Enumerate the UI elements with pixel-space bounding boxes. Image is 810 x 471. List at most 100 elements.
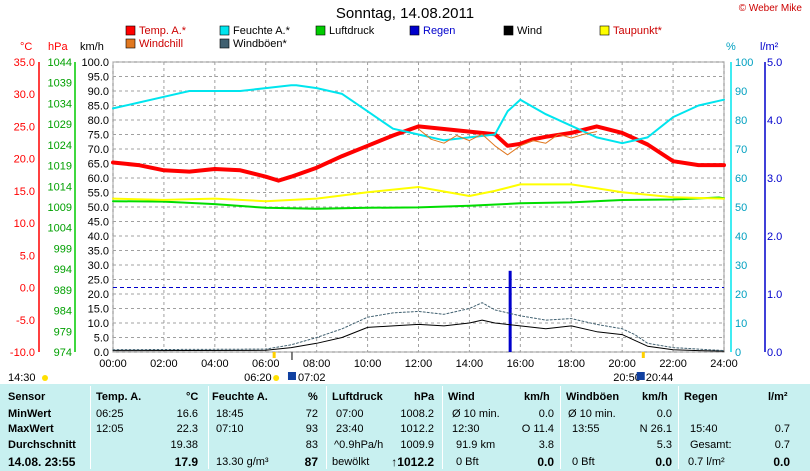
x-tick-label: 00:00 [99, 358, 127, 370]
legend-label: Feuchte A.* [233, 25, 291, 37]
sunrise-time: 06:20 [244, 372, 272, 384]
hpa-tick-label: 1024 [48, 140, 72, 152]
now-pres-value: ↑1012.2 [391, 455, 434, 469]
pct-tick-label: 90 [735, 86, 747, 98]
credit-text: © Weber Mike [738, 3, 802, 14]
header-rain: Regen [684, 391, 718, 403]
legend-label: Luftdruck [329, 25, 375, 37]
pct-unit-label: % [726, 41, 736, 53]
legend-swatch [599, 25, 610, 36]
max-temp-value: 22.3 [176, 423, 198, 435]
avg-pres-trend: ^0.9hPa/h [334, 439, 384, 451]
avg-rain-label: Gesamt: [690, 439, 732, 451]
header-pres: Luftdruck [332, 391, 383, 403]
col-divider [208, 386, 209, 469]
series-line [112, 302, 725, 352]
pct-tick-label: 0 [735, 347, 741, 359]
now-hum-value: 87 [304, 455, 318, 469]
now-wind-bft: 0 Bft [456, 456, 479, 468]
x-tick-label: 12:00 [405, 358, 433, 370]
kmh-tick-label: 40.0 [88, 231, 109, 243]
x-tick-label: 18:00 [557, 358, 585, 370]
now-gust-value: 0.0 [655, 455, 672, 469]
col-divider [560, 386, 561, 469]
hpa-tick-label: 1034 [48, 98, 72, 110]
max-pres-time: 23:40 [336, 423, 364, 435]
temp-tick-label: 20.0 [14, 154, 35, 166]
hpa-tick-label: 1019 [48, 161, 72, 173]
rain-bar [508, 270, 512, 352]
series-line [112, 319, 725, 352]
row-max-label: MaxWert [8, 423, 54, 435]
kmh-tick-label: 15.0 [88, 304, 109, 316]
min-pres-value: 1008.2 [400, 408, 434, 420]
temp-unit-label: °C [20, 41, 32, 53]
avg-pres-value: 1009.9 [400, 439, 434, 451]
kmh-tick-label: 60.0 [88, 173, 109, 185]
header-sensor: Sensor [8, 391, 46, 403]
pct-tick-label: 60 [735, 173, 747, 185]
max-wind-time: 12:30 [452, 423, 480, 435]
now-rain-value: 0.0 [773, 455, 790, 469]
hpa-tick-label: 994 [54, 264, 72, 276]
temp-tick-label: 10.0 [14, 218, 35, 230]
x-tick-label: 22:00 [659, 358, 687, 370]
temp-tick-label: 15.0 [14, 186, 35, 198]
max-hum-value: 93 [305, 423, 318, 435]
x-tick-label: 10:00 [354, 358, 382, 370]
min-temp-time: 06:25 [96, 408, 124, 420]
legend-label: Temp. A.* [139, 25, 187, 37]
hpa-tick-label: 1014 [48, 181, 72, 193]
kmh-tick-label: 30.0 [88, 260, 109, 272]
kmh-tick-label: 50.0 [88, 202, 109, 214]
legend-label: Wind [517, 25, 542, 37]
header-hum-unit: % [308, 391, 318, 403]
rain-tick-label: 0.0 [767, 347, 782, 359]
series-line [112, 196, 725, 210]
header-wind-unit: km/h [524, 391, 550, 403]
max-gust-time: 13:55 [572, 423, 600, 435]
legend-swatch [125, 38, 136, 49]
col-divider [442, 386, 443, 469]
kmh-tick-label: 70.0 [88, 144, 109, 156]
max-rain-time: 15:40 [690, 423, 718, 435]
sun-icon [42, 375, 48, 381]
avg-wind-distance: 91.9 km [456, 439, 496, 451]
pct-tick-label: 20 [735, 289, 747, 301]
now-wind-value: 0.0 [537, 455, 554, 469]
pct-tick-label: 50 [735, 202, 747, 214]
sunset-time: 20:50 [613, 372, 641, 384]
hpa-tick-label: 1029 [48, 119, 72, 131]
min-pres-time: 07:00 [336, 408, 364, 420]
legend-label: Windböen* [233, 38, 288, 50]
avg-wind-value: 3.8 [538, 439, 554, 451]
kmh-tick-label: 95.0 [88, 72, 109, 84]
min-hum-value: 72 [305, 408, 318, 420]
header-wind: Wind [448, 391, 475, 403]
temp-tick-label: 30.0 [14, 89, 35, 101]
stats-table: Sensor Temp. A. °C Feuchte A. % Luftdruc… [0, 384, 810, 471]
kmh-tick-label: 65.0 [88, 159, 109, 171]
header-pres-unit: hPa [414, 391, 435, 403]
row-min-label: MinWert [8, 408, 52, 420]
legend-swatch [219, 25, 230, 36]
now-temp-value: 17.9 [174, 455, 198, 469]
kmh-tick-label: 45.0 [88, 217, 109, 229]
legend-label: Windchill [139, 38, 183, 50]
x-tick-label: 20:00 [608, 358, 636, 370]
sunset-detail-time: 20:44 [646, 372, 674, 384]
max-hum-time: 07:10 [216, 423, 244, 435]
now-gust-bft: 0 Bft [572, 456, 595, 468]
rain-unit-label: l/m² [760, 41, 779, 53]
max-gust-dir: N 26.1 [639, 423, 672, 435]
x-tick-label: 16:00 [507, 358, 535, 370]
legend-swatch [409, 25, 420, 36]
header-temp: Temp. A. [96, 391, 142, 403]
hpa-unit-label: hPa [48, 41, 68, 53]
hpa-tick-label: 999 [54, 243, 72, 255]
temp-tick-label: 25.0 [14, 121, 35, 133]
series-line [112, 84, 725, 145]
hpa-tick-label: 984 [54, 306, 72, 318]
hpa-tick-label: 974 [54, 347, 72, 359]
legend-swatch [503, 25, 514, 36]
